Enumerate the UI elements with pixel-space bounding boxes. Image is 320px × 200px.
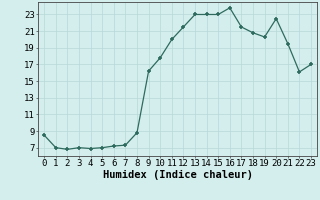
X-axis label: Humidex (Indice chaleur): Humidex (Indice chaleur) [103, 170, 252, 180]
